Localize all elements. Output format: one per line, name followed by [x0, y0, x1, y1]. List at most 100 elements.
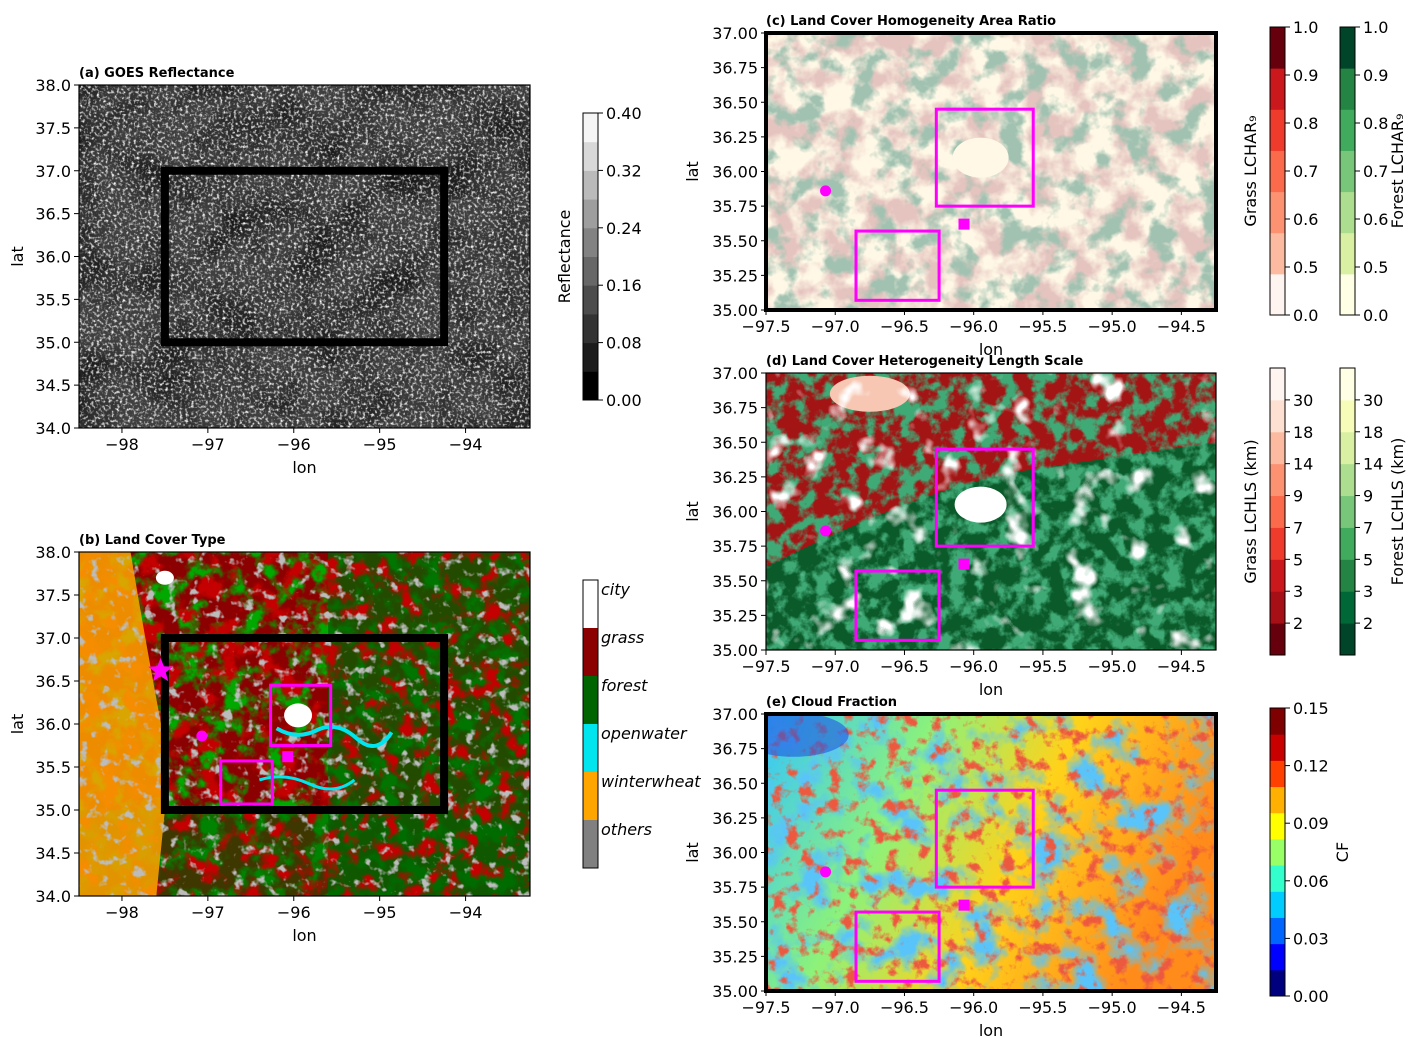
x-tick-label: −97 — [191, 903, 225, 922]
y-tick-label: 34.5 — [35, 844, 71, 863]
y-tick-label: 37.5 — [35, 586, 71, 605]
y-tick-label: 36.25 — [712, 809, 758, 828]
colorbar-segment — [1270, 591, 1285, 624]
colorbar-segment — [1340, 150, 1355, 193]
colorbar-segment — [1270, 273, 1285, 316]
colorbar: 0.0 0.5 0.6 0.7 0.8 0.9 1.0 Grass LCHAR₉ — [1241, 18, 1318, 325]
y-tick-label: 37.0 — [35, 162, 71, 181]
colorbar-tick-label: 7 — [1363, 518, 1373, 537]
panel-d: −97.5 −97.0 −96.5 −96.0 −95.5 −95.0 −94.5 35.00… — [683, 354, 1407, 699]
y-tick-label: 36.5 — [35, 672, 71, 691]
colorbar-segment — [1340, 109, 1355, 151]
colorbar-tick-label: 9 — [1293, 487, 1303, 506]
colorbar-segment — [583, 227, 598, 257]
colorbar-tick-label: 0.06 — [1293, 872, 1329, 891]
colorbar-segment — [1340, 463, 1355, 497]
colorbar-tick-label: 0.16 — [606, 276, 642, 295]
y-tick-label: 34.0 — [35, 887, 71, 906]
colorbar-tick-label: 0.7 — [1293, 162, 1318, 181]
chart-title: (d) Land Cover Heterogeneity Length Scal… — [766, 354, 1083, 369]
colorbar-tick-label: 9 — [1363, 487, 1373, 506]
colorbar-segment — [1270, 191, 1285, 234]
x-tick-label: −96 — [277, 435, 311, 454]
legend-swatch — [583, 772, 598, 821]
panel-c: −97.5 −97.0 −96.5 −96.0 −95.5 −95.0 −94.5 35.00… — [683, 14, 1407, 359]
colorbar-segment — [1270, 495, 1285, 528]
lchar-city — [952, 137, 1009, 178]
y-tick-label: 34.5 — [35, 376, 71, 395]
colorbar-tick-label: 0.03 — [1293, 929, 1329, 948]
colorbar-tick-label: 0.09 — [1293, 814, 1329, 833]
x-tick-label: −96.5 — [880, 317, 929, 336]
y-tick-label: 35.0 — [35, 801, 71, 820]
colorbar-segment — [1270, 865, 1285, 892]
colorbar-segment — [583, 170, 598, 200]
colorbar-segment — [1270, 943, 1285, 971]
colorbar-tick-label: 0.40 — [606, 104, 642, 123]
y-axis-label: lat — [8, 714, 27, 735]
subregion-box — [854, 229, 941, 302]
x-tick-label: −94.5 — [1157, 998, 1206, 1017]
colorbar-tick-label: 0.08 — [606, 334, 642, 353]
x-tick-label: −95.0 — [1088, 657, 1137, 676]
colorbar-segment — [1270, 527, 1285, 560]
heatmap-d — [766, 373, 1216, 650]
colorbar-tick-label: 5 — [1363, 550, 1373, 569]
chart-title: (b) Land Cover Type — [79, 533, 226, 548]
colorbar-frame — [582, 112, 599, 401]
colorbar-segment — [1340, 591, 1355, 624]
panel-e: −97.5 −97.0 −96.5 −96.0 −95.5 −95.0 −94.5 35.00… — [683, 695, 1352, 1038]
chart-title: (c) Land Cover Homogeneity Area Ratio — [766, 14, 1056, 29]
site-circle-marker — [820, 185, 832, 197]
x-tick-label: −95.0 — [1088, 317, 1137, 336]
x-axis-label: lon — [979, 680, 1003, 699]
colorbar-segment — [1270, 559, 1285, 592]
x-tick-label: −95 — [363, 903, 397, 922]
colorbar: 2 3 5 7 9 14 18 30 Forest LCHLS (km) — [1339, 367, 1407, 656]
colorbar-segment — [1340, 623, 1355, 656]
x-tick-label: −96.0 — [949, 317, 998, 336]
colorbar-label: Forest LCHAR₉ — [1388, 114, 1407, 229]
colorbar-segment — [1270, 734, 1285, 761]
colorbar: 0.00 0.03 0.06 0.09 0.12 0.15 CF — [1269, 699, 1352, 1006]
colorbar-frame — [1269, 707, 1286, 997]
landcover-openwater — [275, 724, 394, 748]
colorbar-segment — [1340, 399, 1355, 433]
colorbar-label: Grass LCHLS (km) — [1241, 439, 1260, 583]
x-tick-label: −95.5 — [1018, 998, 1067, 1017]
y-tick-label: 36.50 — [712, 93, 758, 112]
x-tick-label: −98 — [105, 435, 139, 454]
y-tick-label: 35.0 — [35, 333, 71, 352]
landcover-city-wichita — [155, 570, 174, 585]
landcover-city-tulsa — [284, 703, 313, 728]
y-tick-label: 35.50 — [712, 913, 758, 932]
x-tick-label: −94 — [449, 903, 483, 922]
colorbar-segment — [1270, 232, 1285, 275]
colorbar-tick-label: 0.24 — [606, 219, 642, 238]
chart-title: (a) GOES Reflectance — [79, 66, 235, 81]
subregion-box — [934, 788, 1035, 889]
colorbar-tick-label: 3 — [1363, 582, 1373, 601]
subregion-box — [219, 759, 274, 806]
legend-label: forest — [601, 676, 648, 695]
heatmap-a — [79, 85, 530, 428]
x-tick-label: −97.0 — [811, 998, 860, 1017]
colorbar-tick-label: 0.0 — [1363, 306, 1388, 325]
y-tick-label: 35.75 — [712, 878, 758, 897]
colorbar-tick-label: 0.5 — [1363, 258, 1388, 277]
y-tick-label: 37.5 — [35, 119, 71, 138]
x-tick-label: −96 — [277, 903, 311, 922]
y-tick-label: 37.0 — [35, 629, 71, 648]
colorbar-tick-label: 30 — [1363, 391, 1383, 410]
colorbar-tick-label: 2 — [1363, 614, 1373, 633]
x-tick-label: −97 — [191, 435, 225, 454]
colorbar-tick-label: 1.0 — [1293, 18, 1318, 37]
reflectance-clouds — [79, 85, 530, 428]
colorbar-tick-label: 0.0 — [1293, 306, 1318, 325]
colorbar-segment — [1270, 786, 1285, 814]
colorbar-segment — [583, 342, 598, 372]
chart-title: (e) Cloud Fraction — [766, 695, 897, 710]
y-tick-label: 35.00 — [712, 301, 758, 320]
colorbar-segment — [1270, 463, 1285, 497]
study-area-box — [160, 634, 449, 814]
